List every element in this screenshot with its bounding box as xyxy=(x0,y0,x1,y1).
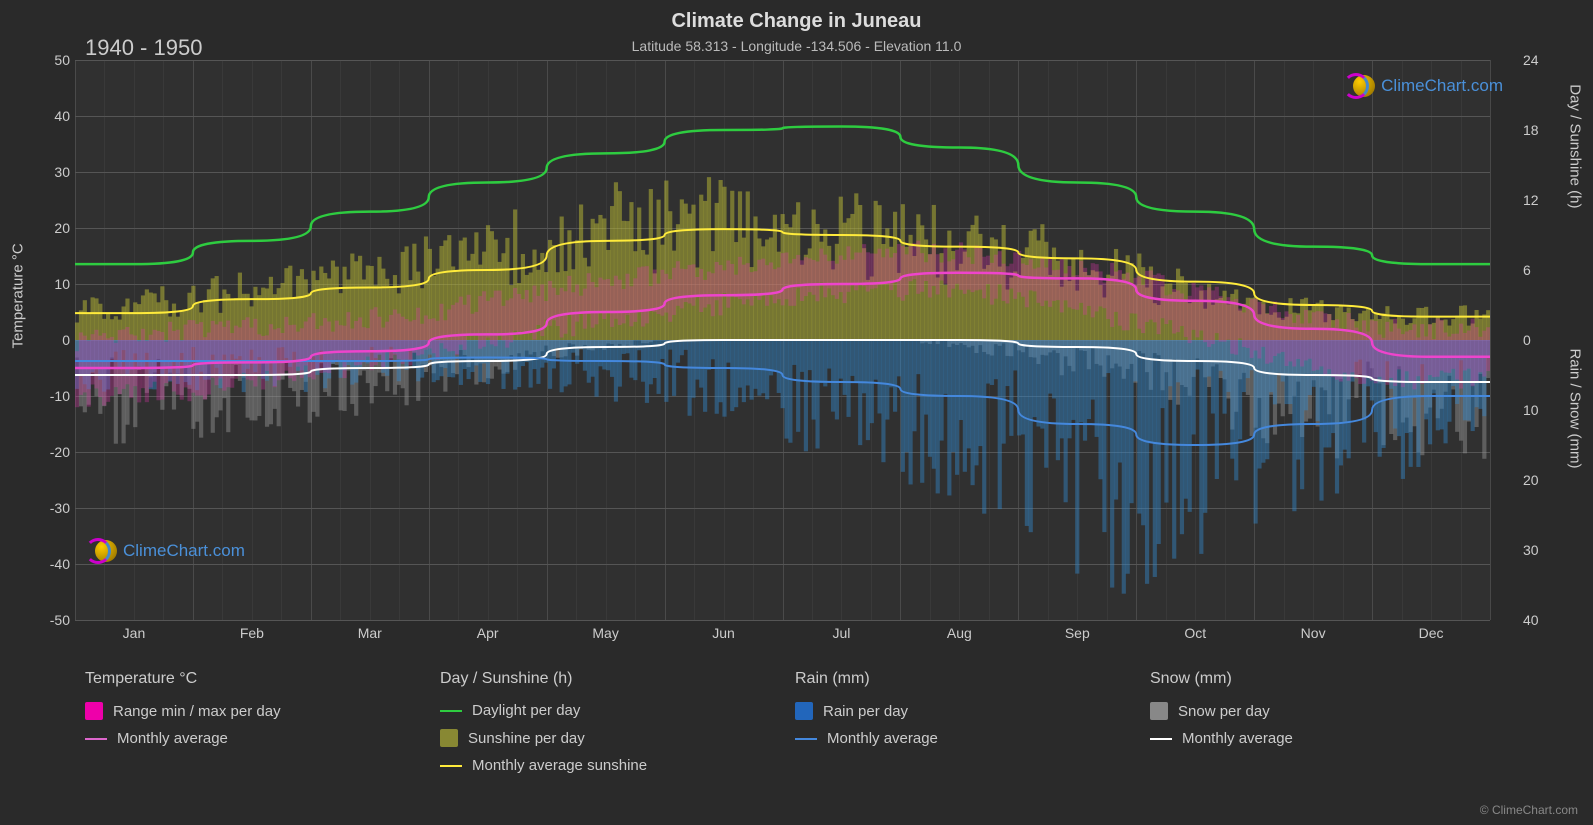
x-tick-month: Aug xyxy=(947,625,972,641)
legend-column: Snow (mm) Snow per day Monthly average xyxy=(1150,670,1505,784)
logo-icon xyxy=(95,540,117,562)
legend-item: Monthly average xyxy=(85,730,440,747)
legend-label: Range min / max per day xyxy=(113,703,281,720)
legend-item: Monthly average xyxy=(795,730,1150,747)
y-tick-right: 20 xyxy=(1523,472,1539,488)
y-tick-left: 30 xyxy=(54,164,70,180)
legend-item: Range min / max per day xyxy=(85,702,440,720)
legend-label: Rain per day xyxy=(823,703,908,720)
y-tick-left: 50 xyxy=(54,52,70,68)
y-tick-left: -10 xyxy=(50,388,70,404)
y-tick-right: 0 xyxy=(1523,332,1531,348)
y-axis-right-top-label: Day / Sunshine (h) xyxy=(1567,84,1584,208)
legend-swatch xyxy=(440,729,458,747)
y-tick-left: 0 xyxy=(62,332,70,348)
y-axis-right-bottom-label: Rain / Snow (mm) xyxy=(1567,348,1584,468)
chart-svg xyxy=(75,60,1490,620)
y-tick-right: 18 xyxy=(1523,122,1539,138)
legend-swatch xyxy=(440,765,462,767)
legend-item: Monthly average sunshine xyxy=(440,757,795,774)
legend: Temperature °C Range min / max per day Mon… xyxy=(85,670,1505,784)
legend-item: Rain per day xyxy=(795,702,1150,720)
y-axis-left-label: Temperature °C xyxy=(10,243,27,348)
y-tick-left: 20 xyxy=(54,220,70,236)
y-tick-left: 40 xyxy=(54,108,70,124)
x-tick-month: May xyxy=(592,625,618,641)
y-axis-right: 2418126010203040 xyxy=(1518,60,1548,620)
x-tick-month: Apr xyxy=(477,625,499,641)
legend-label: Monthly average sunshine xyxy=(472,757,647,774)
y-tick-right: 24 xyxy=(1523,52,1539,68)
legend-label: Monthly average xyxy=(117,730,228,747)
x-tick-month: Nov xyxy=(1301,625,1326,641)
legend-swatch xyxy=(795,702,813,720)
chart-area xyxy=(75,60,1490,620)
legend-item: Daylight per day xyxy=(440,702,795,719)
chart-subtitle: Latitude 58.313 - Longitude -134.506 - E… xyxy=(632,38,962,54)
x-tick-month: Jan xyxy=(123,625,146,641)
watermark-text: ClimeChart.com xyxy=(1381,76,1503,96)
legend-swatch xyxy=(440,710,462,712)
x-tick-month: Jun xyxy=(712,625,735,641)
legend-swatch xyxy=(85,702,103,720)
legend-title: Day / Sunshine (h) xyxy=(440,670,795,688)
watermark-text: ClimeChart.com xyxy=(123,541,245,561)
y-tick-left: -20 xyxy=(50,444,70,460)
copyright: © ClimeChart.com xyxy=(1480,803,1578,817)
legend-column: Day / Sunshine (h) Daylight per day Sunshi… xyxy=(440,670,795,784)
y-axis-left: 50403020100-10-20-30-40-50 xyxy=(45,60,75,620)
legend-swatch xyxy=(85,738,107,740)
x-tick-month: Dec xyxy=(1419,625,1444,641)
x-tick-month: Feb xyxy=(240,625,264,641)
legend-label: Daylight per day xyxy=(472,702,580,719)
legend-label: Sunshine per day xyxy=(468,730,585,747)
legend-title: Temperature °C xyxy=(85,670,440,688)
legend-title: Snow (mm) xyxy=(1150,670,1505,688)
y-tick-right: 40 xyxy=(1523,612,1539,628)
y-tick-right: 10 xyxy=(1523,402,1539,418)
y-tick-right: 12 xyxy=(1523,192,1539,208)
y-tick-left: 10 xyxy=(54,276,70,292)
legend-item: Snow per day xyxy=(1150,702,1505,720)
legend-column: Rain (mm) Rain per day Monthly average xyxy=(795,670,1150,784)
legend-swatch xyxy=(795,738,817,740)
legend-swatch xyxy=(1150,738,1172,740)
x-tick-month: Sep xyxy=(1065,625,1090,641)
y-tick-left: -30 xyxy=(50,500,70,516)
period-label: 1940 - 1950 xyxy=(85,35,202,61)
y-tick-left: -40 xyxy=(50,556,70,572)
legend-item: Monthly average xyxy=(1150,730,1505,747)
chart-title: Climate Change in Juneau xyxy=(671,10,921,33)
x-tick-month: Jul xyxy=(833,625,851,641)
watermark-top-right: ClimeChart.com xyxy=(1353,75,1503,97)
y-tick-right: 6 xyxy=(1523,262,1531,278)
legend-column: Temperature °C Range min / max per day Mon… xyxy=(85,670,440,784)
legend-item: Sunshine per day xyxy=(440,729,795,747)
legend-label: Monthly average xyxy=(827,730,938,747)
legend-label: Snow per day xyxy=(1178,703,1270,720)
x-tick-month: Oct xyxy=(1184,625,1206,641)
logo-icon xyxy=(1353,75,1375,97)
y-tick-right: 30 xyxy=(1523,542,1539,558)
legend-title: Rain (mm) xyxy=(795,670,1150,688)
watermark-bottom-left: ClimeChart.com xyxy=(95,540,245,562)
x-tick-month: Mar xyxy=(358,625,382,641)
y-tick-left: -50 xyxy=(50,612,70,628)
legend-label: Monthly average xyxy=(1182,730,1293,747)
legend-swatch xyxy=(1150,702,1168,720)
